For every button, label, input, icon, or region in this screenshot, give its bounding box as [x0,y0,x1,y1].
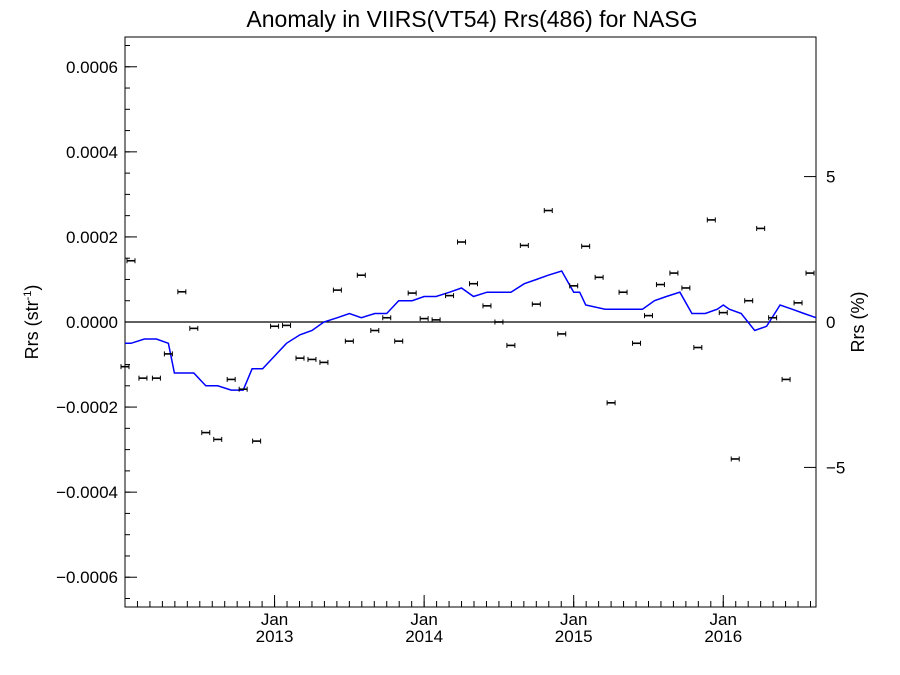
data-point [407,290,417,296]
data-point [319,359,329,365]
data-point [213,436,223,442]
data-point [531,301,541,307]
y-tick-label: 0.0002 [66,228,118,247]
data-point [781,376,791,382]
data-point [581,243,591,249]
y2-axis-title: Rrs (%) [848,292,868,353]
data-point [482,303,492,309]
data-point [307,356,317,362]
data-point [519,242,529,248]
data-point [693,345,703,351]
data-point [669,270,679,276]
y-axis-title-text: Rrs (str [22,300,42,359]
data-point [270,323,280,329]
x-tick-year: 2016 [704,627,742,646]
x-tick-month: Jan [410,610,437,629]
x-tick-month: Jan [560,610,587,629]
y-axis-ticks: 0.0006 0.0004 0.0002 0.0000 −0.0002 −0.0004 −0… [56,58,137,587]
data-point [594,274,604,280]
x-tick-month: Jan [261,610,288,629]
data-point [793,300,803,306]
data-point [606,400,616,406]
data-point [632,340,642,346]
y2-axis-ticks: 5 0 −5 [804,168,845,477]
data-point [177,289,187,295]
data-point [457,239,467,245]
data-point [151,375,161,381]
y-tick-label: −0.0002 [56,398,118,417]
data-point [730,456,740,462]
data-point [226,376,236,382]
data-point [238,386,248,392]
y2-tick-label: 0 [826,313,835,332]
data-point [163,351,173,357]
data-point [756,225,766,231]
y-axis-title-close: ) [22,285,42,291]
chart-title: Anomaly in VIIRS(VT54) Rrs(486) for NASG [246,6,697,32]
data-point [419,316,429,322]
data-point [382,315,392,321]
x-tick-year: 2015 [555,627,593,646]
data-point [494,319,504,325]
data-point [618,289,628,295]
data-point [506,342,516,348]
data-point [370,328,380,334]
y2-tick-label: 5 [826,168,835,187]
data-point [744,298,754,304]
data-point [126,258,136,264]
data-point [431,317,441,323]
data-point [655,282,665,288]
y-axis-title: Rrs (str-1) [22,285,42,360]
y-tick-label: 0.0000 [66,313,118,332]
data-point [468,281,478,287]
data-point [201,430,211,436]
data-point [805,270,815,276]
data-point [681,285,691,291]
y2-tick-label: −5 [826,458,845,477]
data-point [252,438,262,444]
data-point [189,325,199,331]
data-point [445,293,455,299]
data-point [138,375,148,381]
y-tick-label: −0.0006 [56,568,118,587]
data-point [768,315,778,321]
y-tick-label: 0.0004 [66,143,118,162]
data-point [120,364,130,370]
y-axis-title-superscript: -1 [22,291,34,301]
data-point [295,355,305,361]
data-point [282,322,292,328]
data-point [569,283,579,289]
x-tick-month: Jan [710,610,737,629]
data-point [643,313,653,319]
plot-marks [120,208,817,462]
data-point [543,208,553,214]
data-point [557,331,567,337]
x-tick-year: 2013 [256,627,294,646]
data-point [332,287,342,293]
x-tick-year: 2014 [405,627,443,646]
data-point [394,338,404,344]
data-point [344,338,354,344]
data-point [706,217,716,223]
y-tick-label: 0.0006 [66,58,118,77]
y-tick-label: −0.0004 [56,483,118,502]
data-point [356,272,366,278]
minor-ticks [125,45,812,607]
data-point [718,310,728,316]
anomaly-line [125,270,817,391]
